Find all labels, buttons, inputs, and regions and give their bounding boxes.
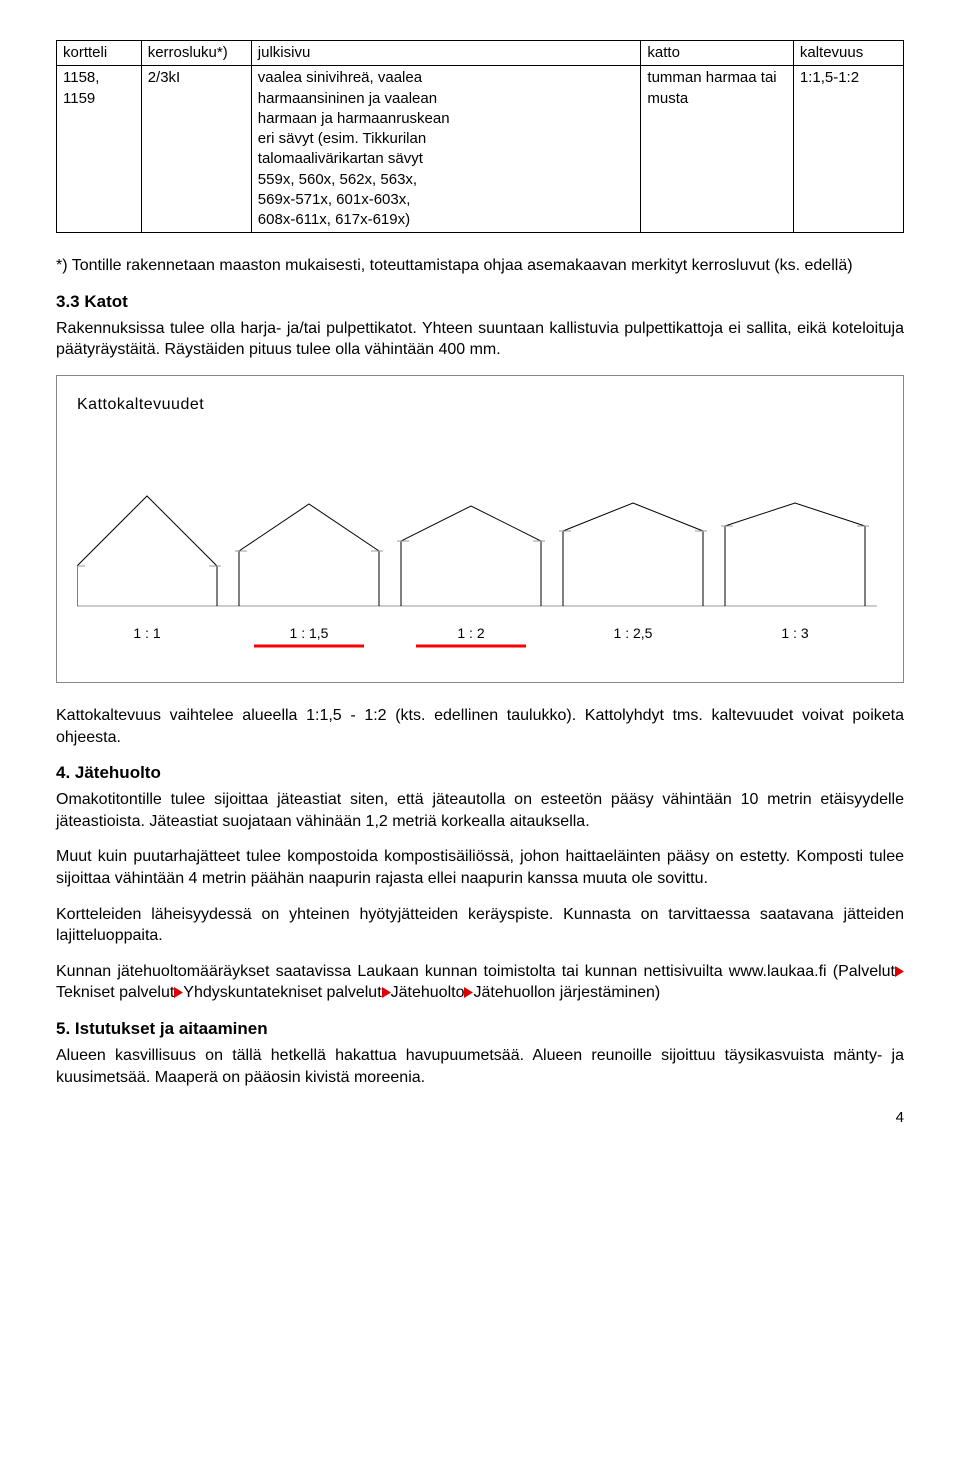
para-4-3: Kortteleiden läheisyydessä on yhteinen h… — [56, 904, 904, 947]
svg-text:1 : 3: 1 : 3 — [781, 625, 808, 641]
cell-katto: tumman harmaa tai musta — [641, 66, 793, 233]
heading-4: 4. Jätehuolto — [56, 762, 904, 785]
page-number: 4 — [56, 1108, 904, 1128]
para-4-1: Omakotitontille tulee sijoittaa jäteasti… — [56, 789, 904, 832]
svg-text:1 : 1: 1 : 1 — [133, 625, 160, 641]
table-header-cell: kortteli — [57, 41, 142, 66]
table-header-cell: katto — [641, 41, 793, 66]
chevron-right-icon — [174, 987, 183, 998]
roof-diagram: Kattokaltevuudet 1 : 1 1 : 1,5 1 : 2 1 : 2,… — [56, 375, 904, 683]
footnote-star: *) Tontille rakennetaan maaston mukaises… — [56, 255, 904, 277]
para-after-diagram: Kattokaltevuus vaihtelee alueella 1:1,5 … — [56, 705, 904, 748]
cell-kerrosluku: 2/3kI — [141, 66, 251, 233]
table-header-row: korttelikerrosluku*)julkisivukattokaltev… — [57, 41, 904, 66]
table-header-cell: julkisivu — [251, 41, 641, 66]
svg-text:1 : 1,5: 1 : 1,5 — [290, 625, 329, 641]
chevron-right-icon — [382, 987, 391, 998]
cell-kortteli: 1158, 1159 — [57, 66, 142, 233]
table-header-cell: kerrosluku*) — [141, 41, 251, 66]
table-row: 1158, 1159 2/3kI vaalea sinivihreä, vaal… — [57, 66, 904, 233]
svg-text:1 : 2: 1 : 2 — [457, 625, 484, 641]
roof-svg: 1 : 1 1 : 1,5 1 : 2 1 : 2,5 1 : 3 — [77, 426, 877, 666]
para-3-3: Rakennuksissa tulee olla harja- ja/tai p… — [56, 318, 904, 361]
chevron-right-icon — [464, 987, 473, 998]
para-5-1: Alueen kasvillisuus on tällä hetkellä ha… — [56, 1045, 904, 1088]
cell-kaltevuus: 1:1,5-1:2 — [793, 66, 903, 233]
para-4-2: Muut kuin puutarhajätteet tulee komposto… — [56, 846, 904, 889]
cell-julkisivu: vaalea sinivihreä, vaaleaharmaansininen … — [251, 66, 641, 233]
kortteli-table: korttelikerrosluku*)julkisivukattokaltev… — [56, 40, 904, 233]
chevron-right-icon — [895, 966, 904, 977]
para-4-4: Kunnan jätehuoltomääräykset saatavissa L… — [56, 961, 904, 1004]
table-header-cell: kaltevuus — [793, 41, 903, 66]
heading-5: 5. Istutukset ja aitaaminen — [56, 1018, 904, 1041]
svg-text:1 : 2,5: 1 : 2,5 — [614, 625, 653, 641]
diagram-title: Kattokaltevuudet — [77, 394, 883, 416]
heading-3-3: 3.3 Katot — [56, 291, 904, 314]
